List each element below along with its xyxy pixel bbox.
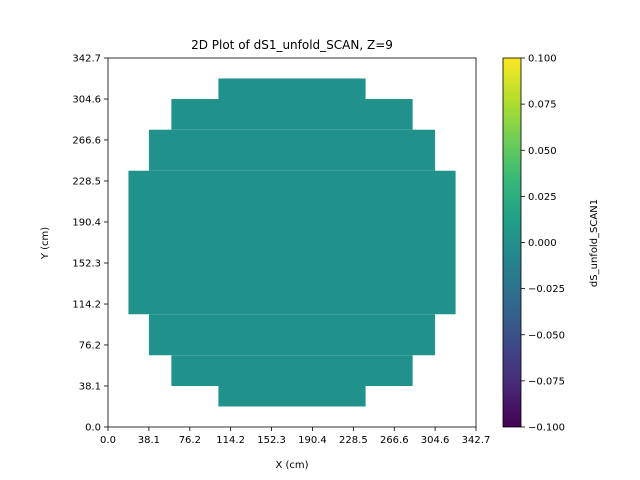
- chart-title: 2D Plot of dS1_unfold_SCAN, Z=9: [191, 38, 393, 52]
- x-tick-label: 114.2: [216, 435, 245, 446]
- colorbar-tick-label: 0.100: [528, 54, 557, 65]
- colorbar-tick-label: −0.050: [528, 330, 565, 341]
- x-tick-label: 228.5: [339, 435, 368, 446]
- y-tick-label: 228.5: [72, 176, 101, 187]
- x-tick-label: 0.0: [100, 435, 116, 446]
- x-tick-label: 190.4: [298, 435, 327, 446]
- x-tick-label: 304.6: [421, 435, 450, 446]
- y-tick-label: 38.1: [79, 381, 101, 392]
- heatmap-cell-block-6: [218, 78, 366, 100]
- colorbar-tick-label: −0.025: [528, 284, 565, 295]
- y-tick-label: 114.2: [72, 300, 101, 311]
- y-tick-label: 76.2: [79, 340, 101, 351]
- heatmap-cell-block-2: [148, 314, 436, 356]
- y-tick-label: 304.6: [72, 95, 101, 106]
- x-tick-label: 152.3: [257, 435, 286, 446]
- colorbar-tick-label: 0.050: [528, 146, 557, 157]
- y-tick-label: 152.3: [72, 259, 101, 270]
- heatmap-cells: [128, 78, 456, 407]
- colorbar-tick-label: −0.075: [528, 376, 565, 387]
- x-axis-label: X (cm): [275, 460, 308, 471]
- colorbar-tick-label: −0.100: [528, 423, 565, 434]
- y-tick-label: 0.0: [85, 423, 101, 434]
- plot-frame: [107, 57, 477, 428]
- colorbar-tick-label: 0.025: [528, 192, 557, 203]
- colorbar-tick-label: 0.000: [528, 238, 557, 249]
- x-tick-label: 38.1: [138, 435, 160, 446]
- x-axis: 0.0 38.1 76.2 114.2 152.3 190.4 228.5 266.6 304.…: [100, 427, 490, 446]
- colorbar-ticks: 0.100 0.075 0.050 0.025 0.000 −0.025 −0.050 −0.…: [521, 54, 565, 434]
- heatmap-cell-block-1: [171, 355, 413, 386]
- x-tick-label: 342.7: [462, 435, 491, 446]
- y-axis-label: Y (cm): [40, 227, 51, 260]
- heatmap-cell-block-0: [218, 385, 366, 407]
- heatmap-cell-block-3: [128, 170, 456, 315]
- heatmap-cell-block-5: [171, 99, 413, 130]
- colorbar-label: dS_unfold_SCAN1: [589, 199, 600, 287]
- y-tick-label: 266.6: [72, 135, 101, 146]
- x-tick-label: 266.6: [380, 435, 409, 446]
- y-tick-label: 190.4: [72, 217, 101, 228]
- colorbar: [502, 57, 522, 428]
- colorbar-tick-label: 0.075: [528, 100, 557, 111]
- heatmap-cell-block-4: [148, 129, 436, 171]
- x-tick-label: 76.2: [179, 435, 201, 446]
- y-tick-label: 342.7: [72, 54, 101, 65]
- y-axis: 0.0 38.1 76.2 114.2 152.3 190.4 228.5 266.6 304.…: [72, 54, 108, 434]
